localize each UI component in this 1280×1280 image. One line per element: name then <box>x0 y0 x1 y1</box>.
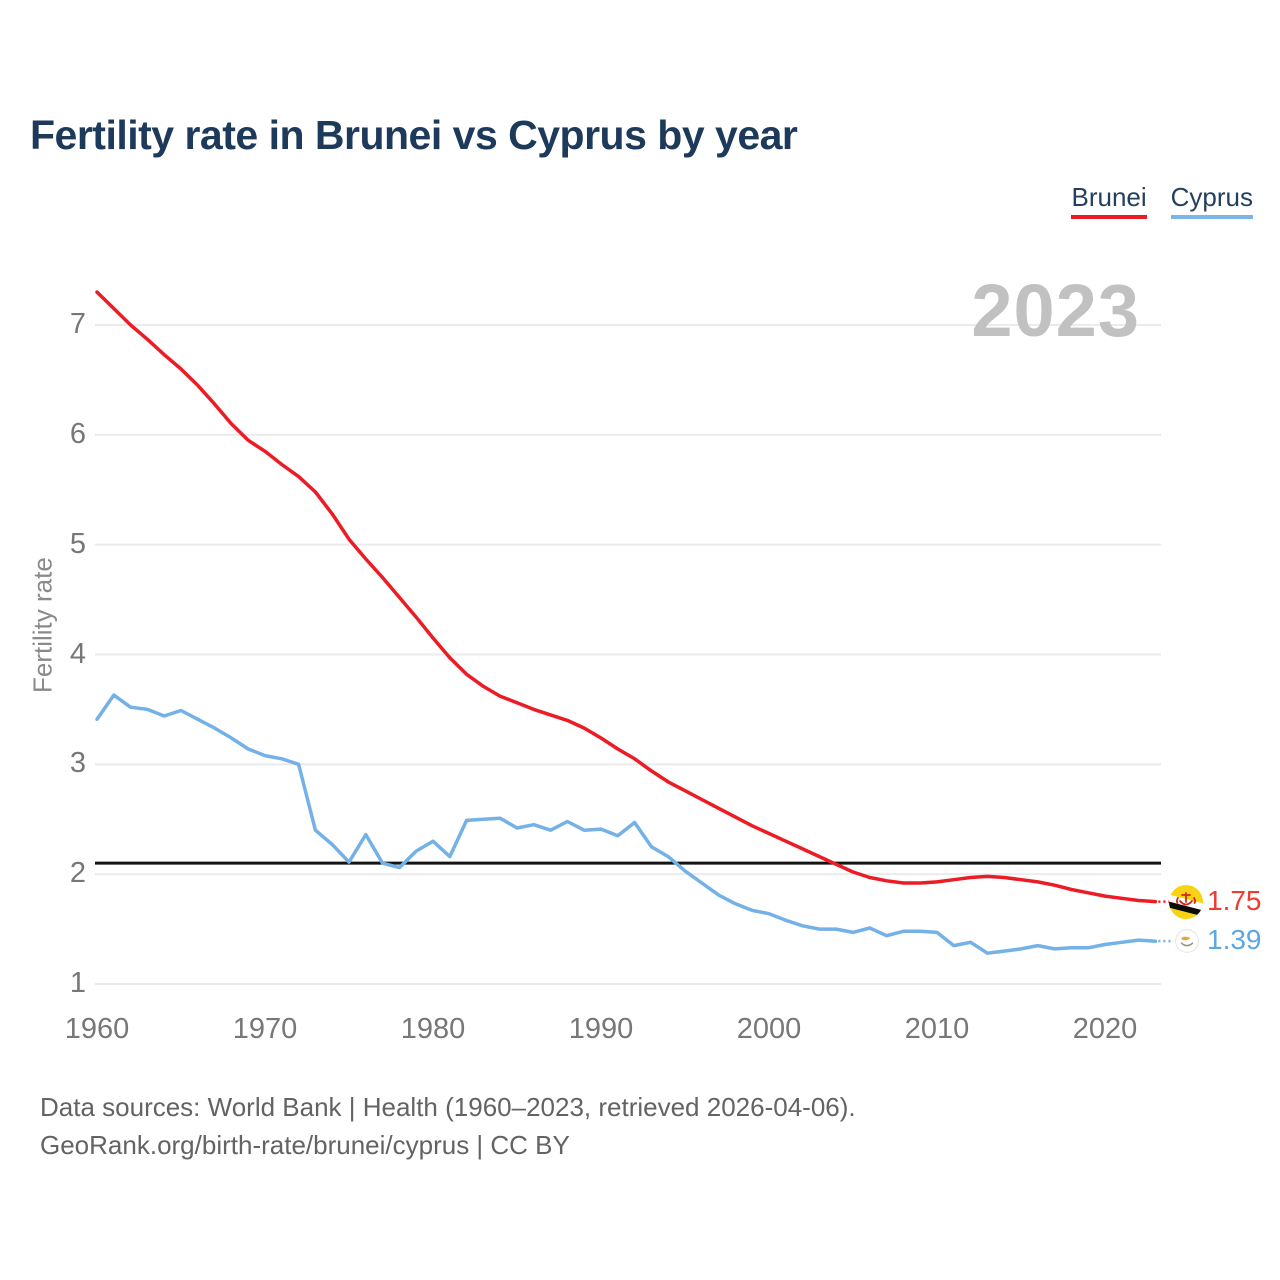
x-tick-label: 1970 <box>232 1013 298 1045</box>
attribution-text: GeoRank.org/birth-rate/brunei/cyprus | C… <box>40 1130 570 1160</box>
y-tick-label: 2 <box>69 857 86 890</box>
y-tick-label: 7 <box>69 308 86 341</box>
year-watermark: 2023 <box>971 269 1140 352</box>
x-tick-label: 2010 <box>904 1013 970 1045</box>
x-tick-label: 1960 <box>64 1013 130 1045</box>
x-tick-label: 2000 <box>736 1013 802 1045</box>
cyprus-line <box>95 693 1158 955</box>
y-tick-label: 1 <box>69 967 86 999</box>
page-title: Fertility rate in Brunei vs Cyprus by ye… <box>30 112 798 158</box>
footer: Data sources: World Bank | Health (1960–… <box>40 1088 856 1164</box>
y-tick-label: 5 <box>69 527 86 560</box>
data-sources-text: Data sources: World Bank | Health (1960–… <box>40 1092 856 1122</box>
cyprus-end-value-label: 1.39 <box>1207 924 1262 956</box>
legend-item-cyprus[interactable]: Cyprus <box>1170 183 1253 219</box>
brunei-line <box>95 290 1158 904</box>
x-tick-label: 1980 <box>400 1013 466 1045</box>
brunei-end-value-label: 1.75 <box>1207 884 1262 916</box>
x-tick-label: 1990 <box>568 1013 634 1045</box>
cyprus-flag-icon <box>1175 929 1199 958</box>
y-tick-label: 6 <box>69 417 86 450</box>
legend-item-brunei[interactable]: Brunei <box>1071 183 1147 219</box>
y-tick-label: 3 <box>69 747 86 780</box>
legend: Brunei Cyprus <box>1071 183 1253 219</box>
y-axis-title: Fertility rate <box>27 557 58 694</box>
brunei-flag-icon <box>1169 884 1203 924</box>
x-tick-label: 2020 <box>1072 1013 1138 1045</box>
y-tick-label: 4 <box>69 637 86 670</box>
